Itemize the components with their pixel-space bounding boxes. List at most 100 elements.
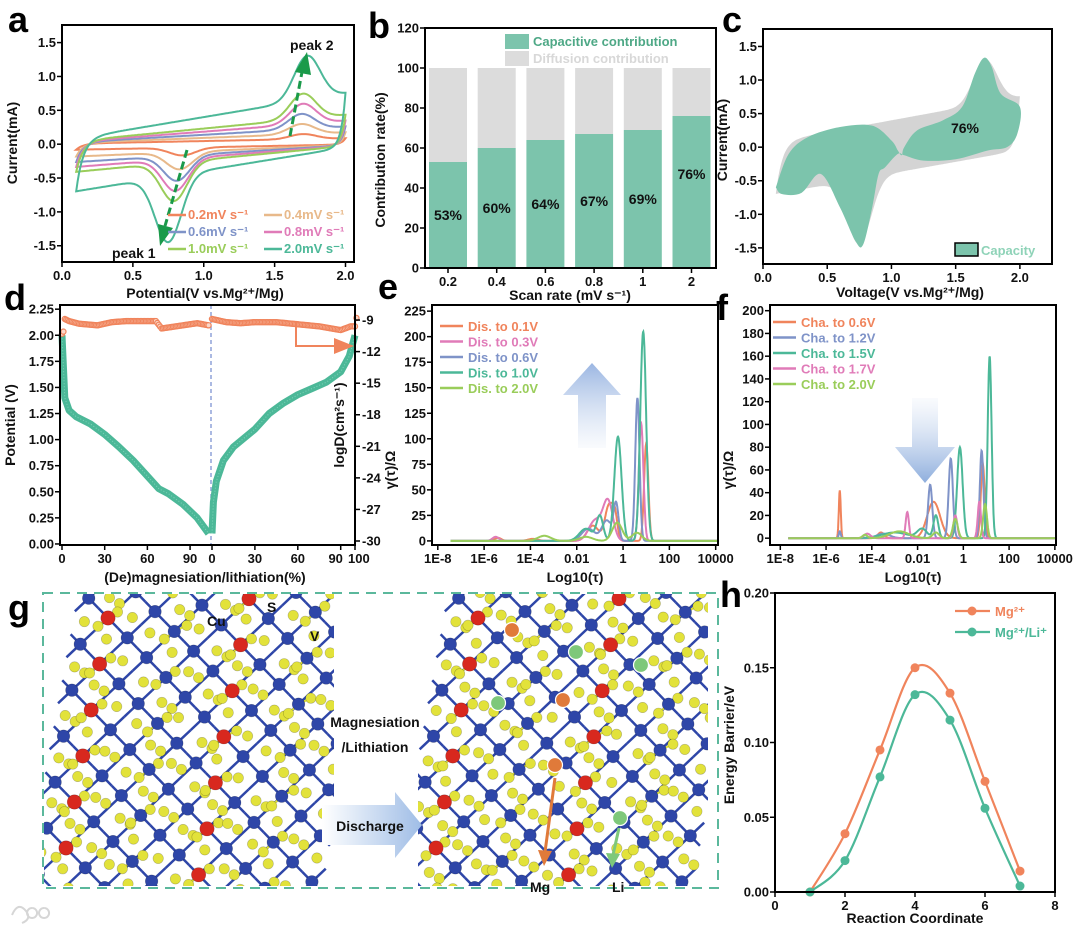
s-atom — [506, 849, 518, 861]
energy-point — [980, 776, 990, 786]
v-atom — [207, 775, 223, 791]
s-atom — [173, 712, 185, 724]
s-atom — [649, 597, 661, 609]
bond — [157, 901, 171, 914]
bond — [428, 894, 438, 904]
atoms — [44, 594, 369, 886]
s-atom — [549, 828, 561, 840]
energy-point — [1015, 881, 1025, 891]
increase-trend-arrow — [563, 363, 621, 448]
cu-atom — [167, 624, 181, 639]
s-atom — [84, 667, 96, 679]
legend-label-capacitive: Capacitive contribution — [533, 34, 678, 49]
s-atom — [122, 878, 134, 886]
s-atom — [288, 772, 300, 784]
s-atom — [199, 784, 211, 796]
cu-atom — [258, 881, 272, 886]
s-atom — [247, 683, 259, 695]
cu-atom — [625, 769, 640, 784]
s-atom — [78, 616, 90, 628]
v-atom — [561, 867, 577, 883]
s-atom — [463, 794, 475, 806]
panel-c-y-tick-label: 1.5 — [739, 39, 757, 54]
s-atom — [648, 655, 660, 667]
panel-d-y2-tick-label: -24 — [362, 470, 382, 485]
s-atom — [274, 751, 286, 763]
s-atom — [593, 821, 605, 833]
cv-curve-4 — [74, 92, 347, 203]
bond — [77, 901, 91, 914]
bar-data-label: 53% — [434, 207, 463, 223]
bond — [577, 883, 582, 886]
s-atom — [544, 603, 556, 615]
legend-label: Cha. to 1.7V — [801, 362, 876, 377]
bond — [333, 576, 343, 586]
bond — [506, 579, 520, 592]
s-atom — [257, 846, 269, 858]
bond — [114, 907, 124, 915]
s-atom — [495, 609, 507, 621]
bond — [418, 883, 422, 886]
cu-atom — [493, 742, 507, 757]
cu-atom — [709, 692, 722, 705]
cu-label: Cu — [207, 613, 226, 629]
s-atom — [437, 760, 449, 772]
s-atom — [518, 739, 530, 751]
s-atom — [632, 748, 644, 760]
legend-label: Mg²⁺ — [995, 604, 1025, 619]
bond — [490, 594, 506, 606]
capacitive-region — [775, 57, 1021, 248]
cu-atom — [356, 600, 369, 613]
s-atom — [196, 736, 208, 748]
legend-label: Cha. to 2.0V — [801, 377, 876, 392]
cu-atom — [659, 594, 673, 599]
cu-atom — [672, 763, 687, 777]
s-atom — [692, 600, 704, 612]
cu-atom — [261, 611, 275, 626]
panel-c-y-tick-label: -1.5 — [735, 240, 757, 255]
s-atom — [672, 836, 684, 848]
s-atom — [440, 659, 452, 671]
panel-e-x-tick-label: 1 — [619, 551, 626, 566]
bond — [47, 883, 52, 886]
panel-d-y2-tick-label: -21 — [362, 439, 381, 454]
s-atom — [103, 858, 115, 870]
s-atom — [101, 633, 113, 645]
s-atom — [539, 665, 551, 677]
panel-e-y-tick-label: 200 — [404, 329, 426, 344]
cu-atom — [664, 809, 678, 823]
panel-h-y-tick-label: 0.20 — [744, 586, 769, 601]
cu-atom — [219, 841, 233, 856]
s-atom — [150, 678, 162, 690]
s-atom — [231, 660, 243, 672]
s-atom — [450, 616, 462, 628]
cu-atom — [473, 723, 488, 737]
s-atom — [578, 854, 590, 866]
peak2-trend-arrow — [288, 71, 304, 137]
mg-label: Mg — [530, 879, 550, 895]
panel-b-x-label: Scan rate (mV s⁻¹) — [509, 287, 631, 303]
panel-a-y-tick-label: -1.5 — [34, 238, 56, 253]
s-atom — [523, 903, 533, 913]
s-atom — [166, 702, 178, 714]
bond — [437, 904, 447, 914]
bond — [527, 901, 541, 914]
s-atom — [308, 630, 320, 642]
s-atom — [325, 594, 334, 600]
cu-atom — [311, 717, 325, 731]
panel-d-x-tick-label: 30 — [97, 551, 111, 566]
s-atom — [481, 606, 493, 618]
v-atom — [224, 683, 240, 699]
legend-label: Dis. to 2.0V — [468, 381, 538, 396]
s-atom — [569, 785, 581, 797]
s-atom — [458, 744, 470, 756]
cu-atom — [206, 664, 220, 678]
panel-c-y-label: Current(mA) — [714, 99, 730, 181]
panel-e-x-label: Log10(τ) — [547, 569, 604, 585]
s-atom — [598, 663, 610, 675]
v-atom — [603, 637, 619, 653]
s-atom — [511, 727, 523, 739]
panel-c-x-tick-label: 0.0 — [754, 270, 772, 285]
cu-atom — [170, 736, 184, 750]
v-atom — [216, 729, 232, 745]
